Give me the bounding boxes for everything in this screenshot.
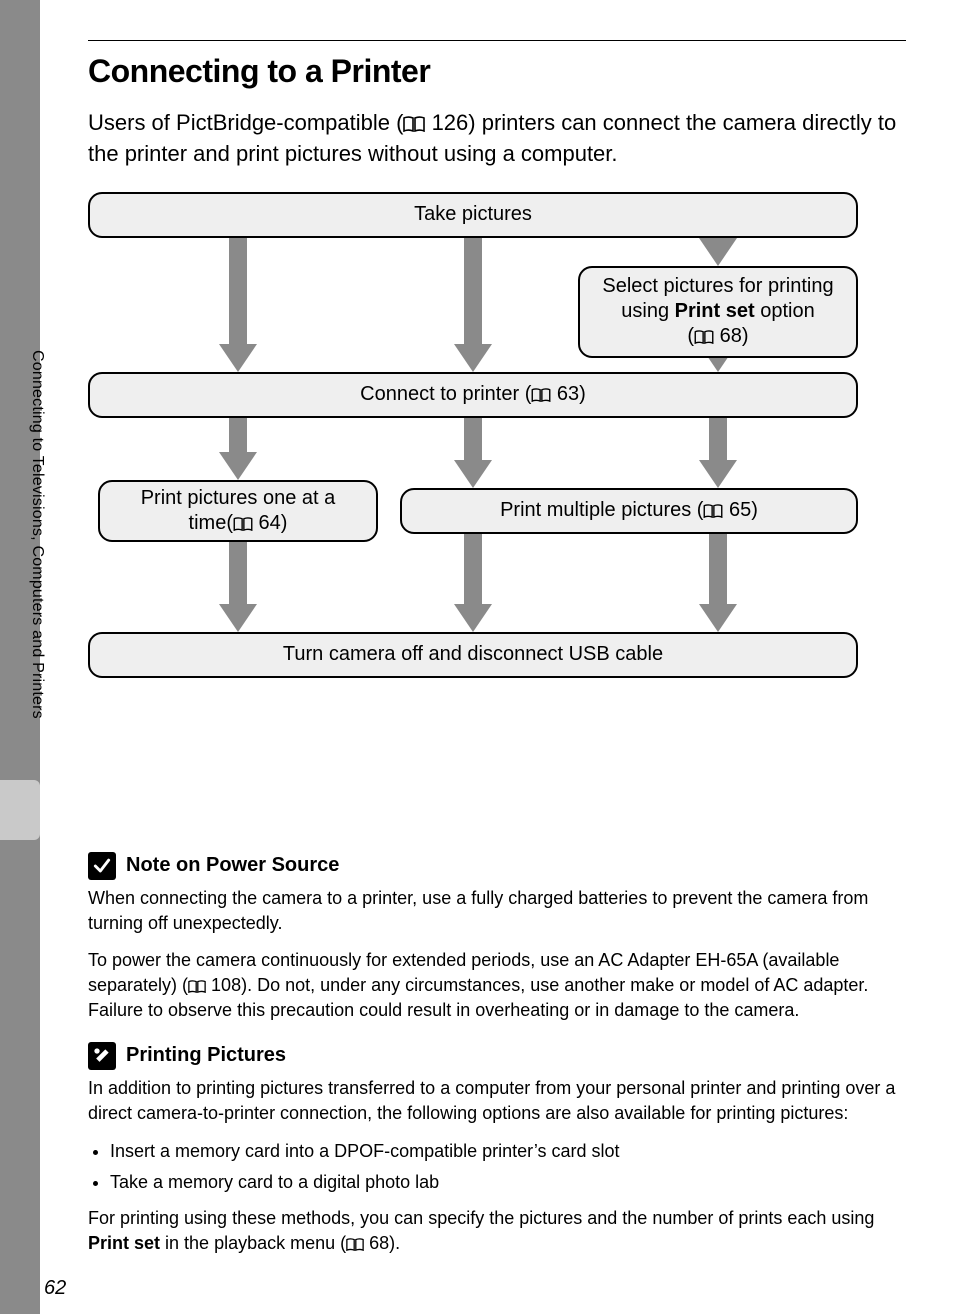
page: Connecting to Televisions, Computers and… (40, 0, 954, 1314)
book-icon (531, 388, 551, 402)
content-area: Connecting to a Printer Users of PictBri… (88, 40, 906, 1268)
node-label: Turn camera off and disconnect USB cable (283, 642, 663, 667)
flow-node-turn-off: Turn camera off and disconnect USB cable (88, 632, 858, 678)
note-printing-pictures: Printing Pictures In addition to printin… (88, 1042, 906, 1257)
intro-text-before: Users of PictBridge-compatible ( (88, 110, 403, 135)
book-icon (703, 504, 723, 518)
info-pencil-icon (88, 1042, 116, 1070)
book-icon (188, 980, 206, 993)
node-label: Connect to printer ( 63) (360, 382, 586, 407)
t: Select pictures for printing (602, 275, 833, 297)
flow-node-print-one: Print pictures one at a time( 64) (98, 480, 378, 542)
note-heading: Note on Power Source (88, 852, 906, 880)
note-paragraph: To power the camera continuously for ext… (88, 948, 906, 1024)
note-heading: Printing Pictures (88, 1042, 906, 1070)
note-paragraph: When connecting the camera to a printer,… (88, 886, 906, 936)
t: For printing using these methods, you ca… (88, 1208, 874, 1228)
t: Print set (675, 300, 755, 322)
node-label: Take pictures (414, 202, 532, 227)
book-icon (694, 330, 714, 344)
node-label: Print pictures one at a time( 64) (141, 486, 336, 536)
intro-paragraph: Users of PictBridge-compatible ( 126) pr… (88, 108, 906, 170)
t: option (755, 300, 815, 322)
list-item: Insert a memory card into a DPOF-compati… (110, 1138, 906, 1165)
t: Print pictures one at a (141, 487, 336, 509)
note-power-source: Note on Power Source When connecting the… (88, 852, 906, 1024)
flow-node-print-multiple: Print multiple pictures ( 65) (400, 488, 858, 534)
intro-ref: 126 (425, 110, 468, 135)
t: 68) (714, 325, 748, 347)
t: 68 (364, 1233, 389, 1253)
note-title: Printing Pictures (126, 1044, 286, 1067)
t: 63) (551, 383, 585, 405)
t: 108 (206, 975, 241, 995)
t: in the playback menu ( (160, 1233, 346, 1253)
title-rule (88, 40, 906, 41)
book-icon (233, 517, 253, 531)
node-label: Select pictures for printing using Print… (602, 274, 833, 349)
flow-node-select-pictures: Select pictures for printing using Print… (578, 266, 858, 358)
book-icon (346, 1238, 364, 1251)
t: 65) (723, 499, 757, 521)
flowchart: Take pictures Select pictures for printi… (88, 192, 906, 712)
t: ). (389, 1233, 400, 1253)
t: Connect to printer ( (360, 383, 531, 405)
page-number: 62 (44, 1277, 66, 1300)
sidebar-caption: Connecting to Televisions, Computers and… (28, 350, 46, 770)
flow-node-connect-printer: Connect to printer ( 63) (88, 372, 858, 418)
page-title: Connecting to a Printer (88, 53, 906, 90)
t: using (621, 300, 674, 322)
caution-check-icon (88, 852, 116, 880)
flow-node-take-pictures: Take pictures (88, 192, 858, 238)
t: Print multiple pictures ( (500, 499, 703, 521)
t: time( (189, 512, 233, 534)
note-title: Note on Power Source (126, 854, 339, 877)
node-label: Print multiple pictures ( 65) (500, 498, 758, 523)
note-paragraph: In addition to printing pictures transfe… (88, 1076, 906, 1126)
book-icon (403, 116, 425, 132)
section-tab (0, 780, 40, 840)
t: Print set (88, 1233, 160, 1253)
t: 64) (253, 512, 287, 534)
note-list: Insert a memory card into a DPOF-compati… (88, 1138, 906, 1196)
list-item: Take a memory card to a digital photo la… (110, 1169, 906, 1196)
note-paragraph: For printing using these methods, you ca… (88, 1206, 906, 1256)
